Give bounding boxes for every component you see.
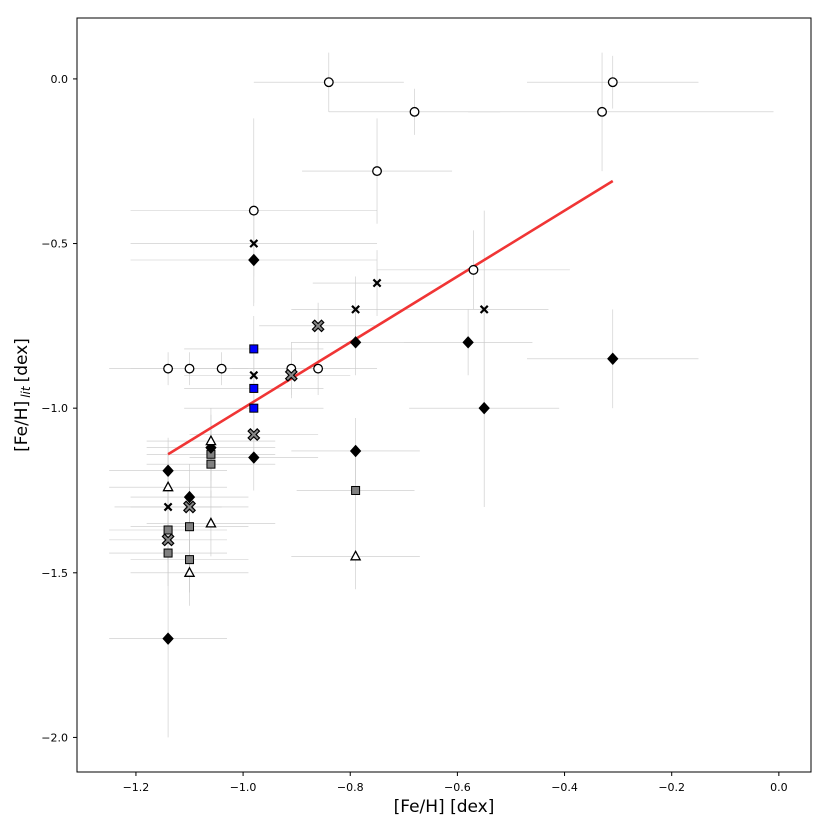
data-point <box>185 555 195 565</box>
x-axis-ticks: −1.2 −1.0 −0.8 −0.6 −0.4 −0.2 0.0 <box>123 772 788 794</box>
y-tick-label: −1.5 <box>41 567 68 580</box>
data-point <box>248 205 259 216</box>
y-axis-label-sub: lit <box>19 385 33 398</box>
data-point <box>161 533 175 547</box>
x-axis-label: [Fe/H] [dex] <box>394 797 495 817</box>
data-point <box>183 566 196 577</box>
data-point <box>478 401 490 415</box>
data-point <box>183 490 196 504</box>
data-point <box>313 363 324 374</box>
error-bars <box>109 52 774 738</box>
x-tick-label: −0.6 <box>444 781 471 794</box>
x-tick-label: −0.4 <box>551 781 578 794</box>
plot-frame <box>76 17 812 773</box>
data-point <box>163 548 173 558</box>
data-point <box>462 336 474 349</box>
data-point <box>323 77 334 88</box>
x-tick-label: −0.8 <box>337 781 364 794</box>
data-point <box>372 166 382 177</box>
data-point <box>468 264 479 275</box>
data-point <box>607 77 618 88</box>
y-tick-label: 0.0 <box>51 73 69 86</box>
fit-line <box>167 179 614 456</box>
data-point <box>372 278 382 288</box>
y-axis-label-unit: [dex] <box>12 338 32 382</box>
data-point <box>206 459 216 469</box>
data-point <box>284 368 298 382</box>
data-point <box>249 344 259 354</box>
x-tick-label: −0.2 <box>658 781 685 794</box>
data-point <box>248 253 260 267</box>
data-point <box>249 383 259 393</box>
y-axis-label: [Fe/H] lit [dex] <box>12 338 33 452</box>
data-markers <box>161 77 619 645</box>
data-point <box>349 444 362 458</box>
data-point <box>205 434 217 446</box>
y-tick-label: −0.5 <box>41 238 68 251</box>
data-point <box>163 502 173 512</box>
y-axis-ticks: 0.0 −0.5 −1.0 −1.5 −2.0 <box>41 73 77 744</box>
data-point <box>409 106 420 117</box>
data-point <box>351 485 361 495</box>
data-point <box>248 451 260 464</box>
data-point <box>184 363 195 374</box>
data-point <box>163 525 173 535</box>
data-point <box>311 319 325 333</box>
data-point <box>185 522 195 532</box>
data-point <box>249 403 259 413</box>
data-point <box>351 305 360 314</box>
data-point <box>162 464 174 477</box>
y-tick-label: −1.0 <box>41 402 68 415</box>
data-point <box>479 305 489 314</box>
data-point <box>607 352 619 366</box>
data-point <box>162 632 174 645</box>
data-point <box>249 370 259 380</box>
y-axis-label-main: [Fe/H] <box>12 401 32 452</box>
x-tick-label: −1.2 <box>123 781 150 794</box>
data-point <box>163 363 174 374</box>
data-point <box>349 336 362 349</box>
x-tick-label: 0.0 <box>770 781 788 794</box>
x-tick-label: −1.0 <box>230 781 257 794</box>
data-point <box>182 500 197 514</box>
data-point <box>349 549 362 561</box>
data-point <box>162 480 174 492</box>
data-point <box>205 517 217 528</box>
data-point <box>216 363 227 374</box>
data-point <box>247 427 261 442</box>
data-point <box>249 239 259 248</box>
data-point <box>597 106 608 117</box>
fit-line-group <box>167 179 614 456</box>
y-tick-label: −2.0 <box>41 731 68 744</box>
